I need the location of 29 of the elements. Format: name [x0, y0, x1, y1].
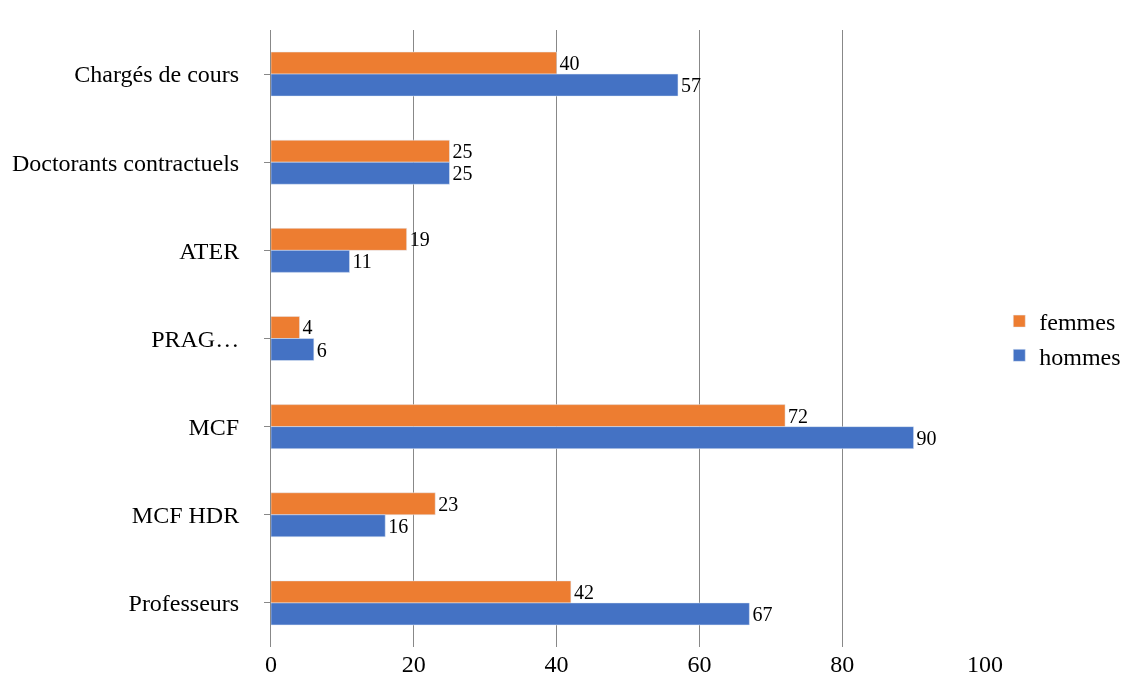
x-tick-label: 40: [544, 651, 569, 677]
y-tick-label: Chargés de cours: [74, 61, 240, 88]
data-label: 11: [352, 250, 372, 273]
x-tick-label: 20: [401, 651, 426, 677]
y-tick-label: MCF: [188, 414, 240, 441]
x-tick-label: 100: [967, 651, 1003, 677]
data-label: 25: [452, 140, 473, 163]
legend-label: hommes: [1039, 343, 1121, 370]
data-label: 25: [452, 162, 473, 185]
data-label: 67: [752, 602, 773, 625]
x-tick-label: 80: [830, 651, 855, 677]
y-tick-label: ATER: [179, 237, 240, 264]
data-label: 4: [302, 316, 313, 339]
y-tick-label: MCF HDR: [131, 502, 240, 529]
x-tick-label: 0: [265, 651, 277, 677]
x-tick-label: 60: [687, 651, 712, 677]
data-label: 90: [916, 426, 937, 449]
y-tick-label: PRAG…: [151, 325, 240, 352]
data-label: 16: [388, 514, 409, 537]
legend-label: femmes: [1039, 309, 1116, 336]
data-label: 57: [680, 74, 701, 97]
data-label: 19: [409, 228, 430, 251]
data-label: 6: [316, 338, 327, 361]
data-label: 40: [559, 52, 580, 75]
data-label: 72: [788, 404, 809, 427]
y-tick-label: Doctorants contractuels: [11, 149, 240, 176]
data-label: 42: [573, 580, 594, 603]
data-label: 23: [438, 492, 459, 515]
y-tick-label: Professeurs: [128, 590, 240, 617]
